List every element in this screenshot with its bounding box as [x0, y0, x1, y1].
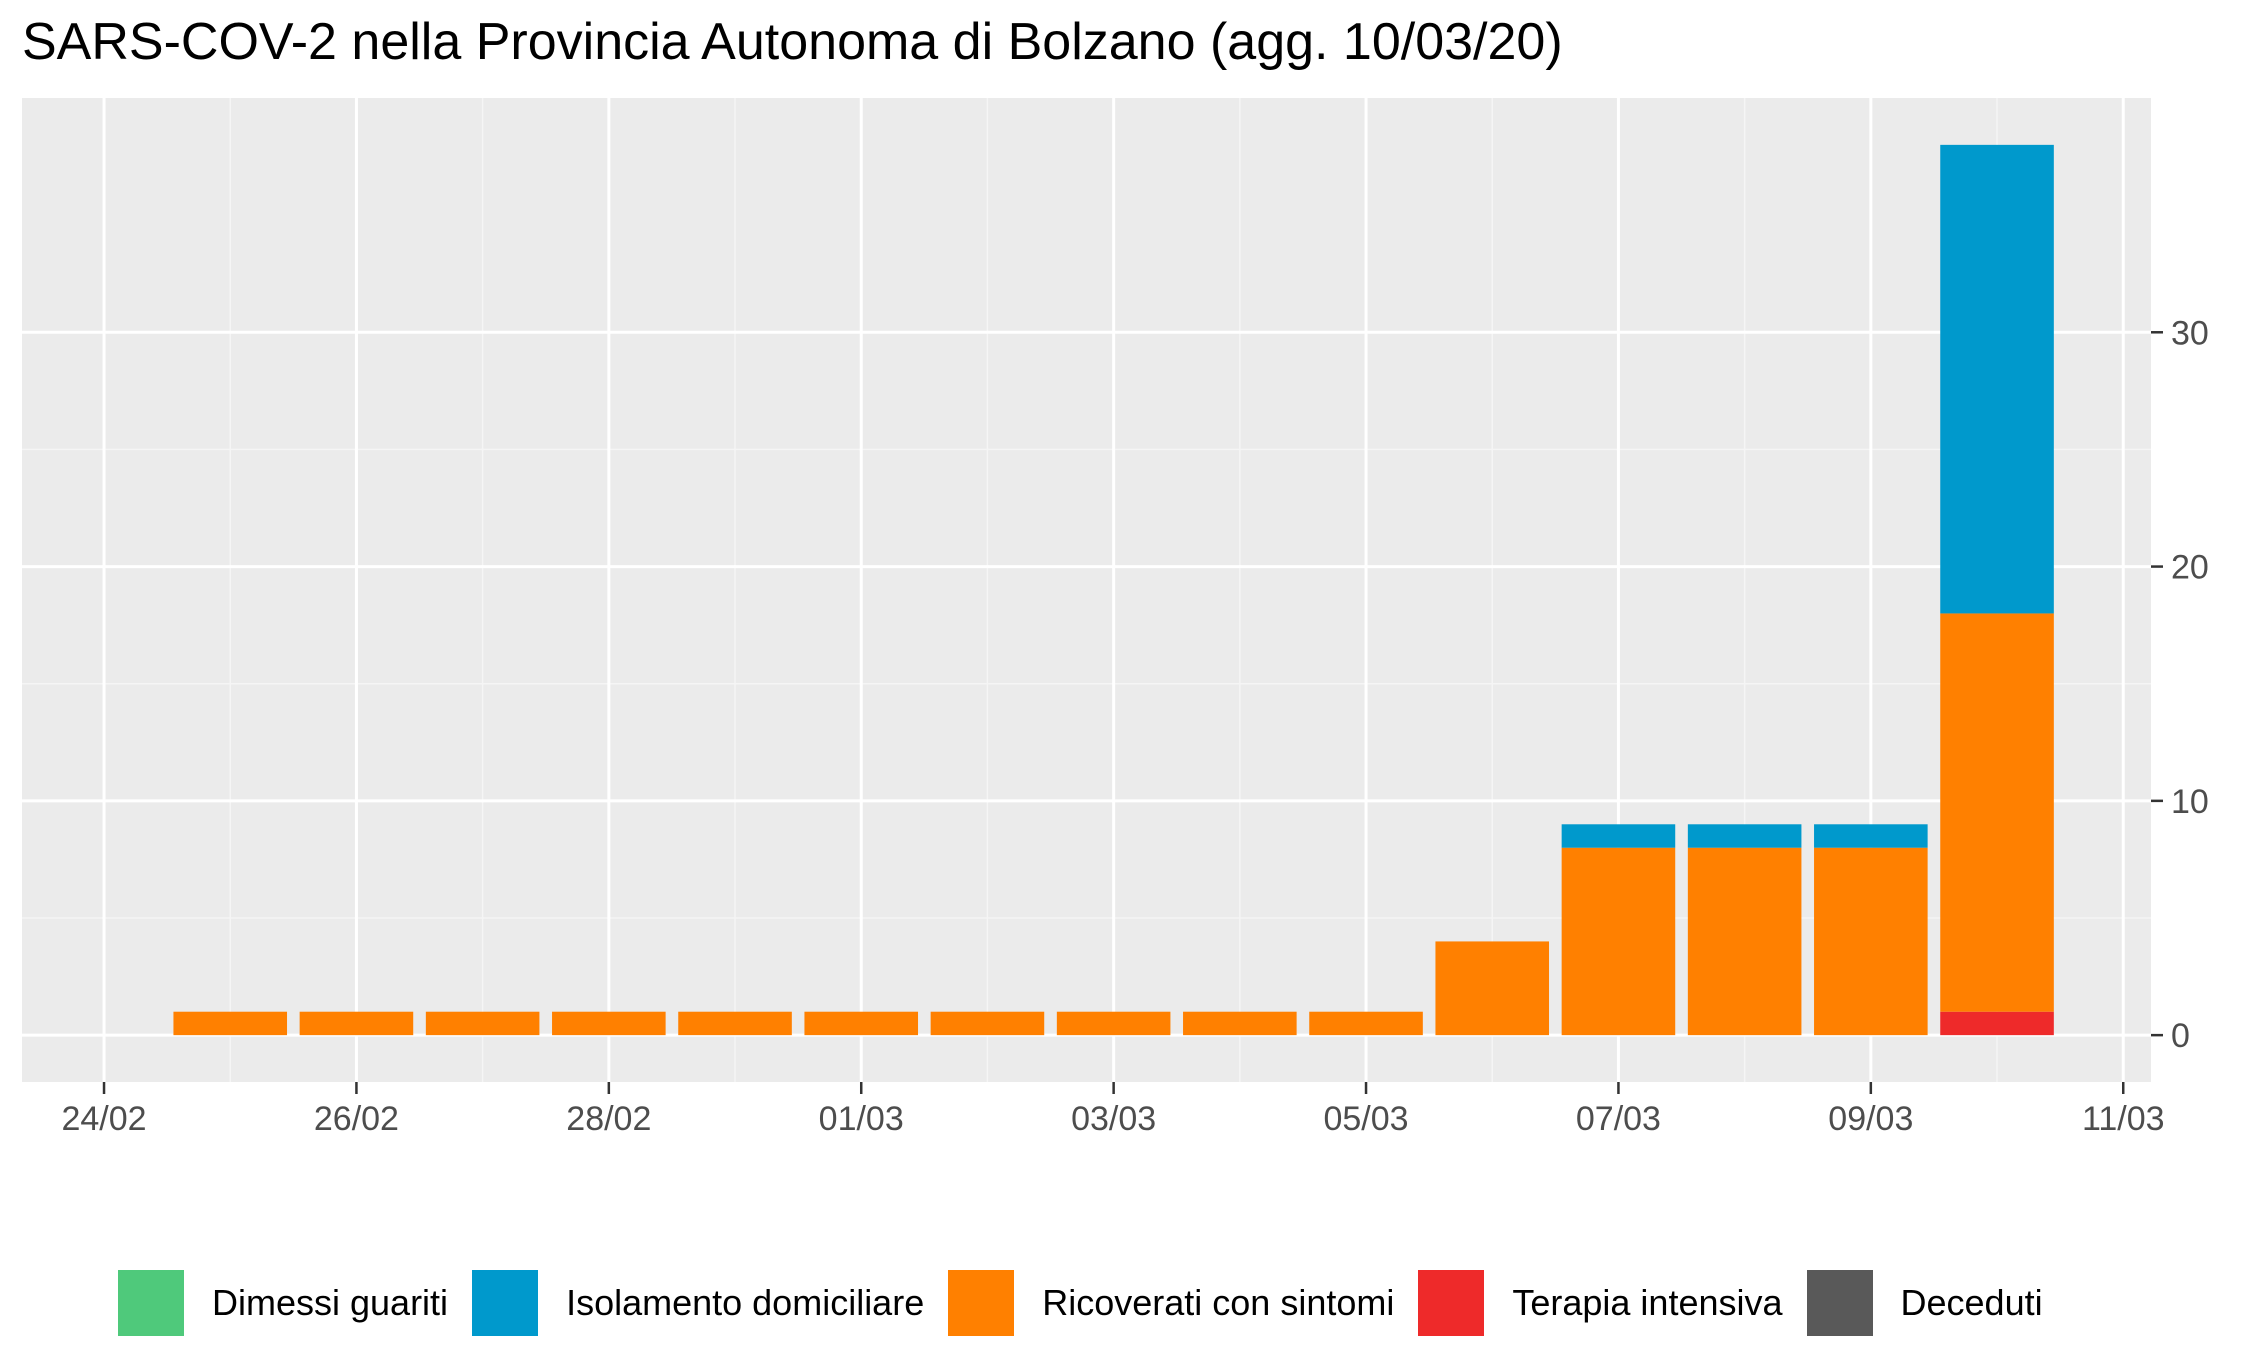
bar-segment [1435, 941, 1550, 1036]
x-axis: 24/02 26/02 28/02 01/03 03/03 05/03 07/03 09/03… [61, 1082, 2165, 1138]
legend-label: Terapia intensiva [1512, 1282, 1783, 1323]
bar-segment [1940, 144, 2054, 614]
legend-item: Isolamento domiciliare [472, 1270, 924, 1336]
bar-segment [1056, 1011, 1171, 1036]
bar-segment [1561, 847, 1676, 1036]
bar-segment [299, 1011, 414, 1036]
bar-segment [552, 1011, 666, 1036]
legend-label: Deceduti [1900, 1282, 2043, 1323]
x-tick-label: 01/03 [819, 1100, 904, 1138]
legend-label: Ricoverati con sintomi [1042, 1282, 1395, 1323]
legend-item: Ricoverati con sintomi [948, 1270, 1394, 1336]
bar-segment [1940, 613, 2054, 1012]
bar-segment [1687, 847, 1802, 1036]
legend-item: Deceduti [1806, 1270, 2043, 1336]
y-tick-label: 10 [2171, 783, 2209, 821]
x-tick-label: 28/02 [566, 1100, 651, 1138]
x-tick-label: 11/03 [2082, 1100, 2165, 1138]
bar-segment [1309, 1011, 1423, 1036]
legend-label: Isolamento domiciliare [566, 1282, 925, 1323]
x-tick-label: 26/02 [314, 1100, 399, 1138]
legend-swatch [472, 1270, 539, 1336]
y-axis: 0 10 20 30 [2151, 314, 2209, 1055]
legend-swatch [118, 1270, 184, 1336]
x-tick-label: 03/03 [1071, 1100, 1156, 1138]
bar-segment [930, 1011, 1045, 1036]
x-tick-label: 07/03 [1576, 1100, 1661, 1138]
bar-segment [1814, 847, 1928, 1036]
bar-segment [1687, 824, 1802, 848]
bar-segment [425, 1011, 540, 1036]
legend-item: Terapia intensiva [1418, 1270, 1783, 1336]
y-tick-label: 20 [2171, 549, 2209, 587]
y-tick-label: 0 [2171, 1017, 2190, 1055]
bars [173, 144, 2054, 1036]
x-tick-label: 24/02 [61, 1100, 146, 1138]
bar-segment [173, 1011, 288, 1036]
x-tick-label: 05/03 [1323, 1100, 1408, 1138]
legend-item: Dimessi guariti [118, 1270, 448, 1336]
legend-swatch [1806, 1270, 1873, 1336]
bar-segment [1183, 1011, 1297, 1036]
bar-segment [678, 1011, 792, 1036]
bar-segment [1814, 824, 1928, 848]
y-tick-label: 30 [2171, 314, 2209, 352]
x-tick-label: 09/03 [1828, 1100, 1913, 1138]
legend: Dimessi guariti Isolamento domiciliare Ric… [118, 1268, 2067, 1338]
legend-swatch [1418, 1270, 1485, 1336]
bar-segment [804, 1011, 919, 1036]
bar-segment [1940, 1011, 2054, 1036]
bar-segment [1561, 824, 1676, 848]
legend-label: Dimessi guariti [212, 1282, 449, 1323]
legend-swatch [948, 1270, 1015, 1336]
chart-title: SARS-COV-2 nella Provincia Autonoma di B… [22, 13, 1563, 71]
